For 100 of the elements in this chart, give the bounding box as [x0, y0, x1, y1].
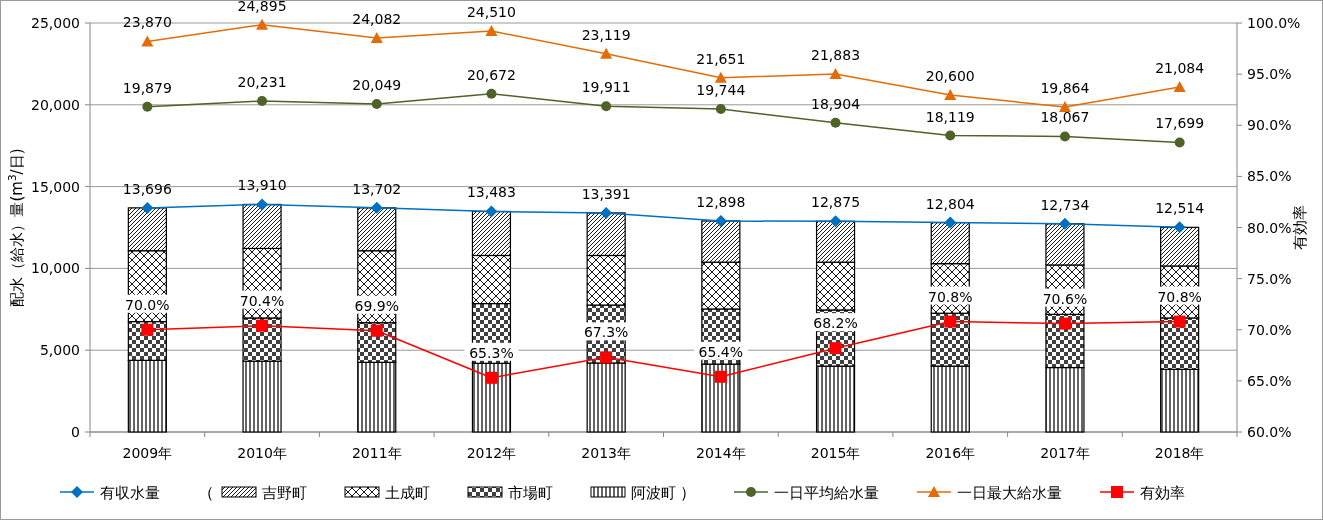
x-tick-label: 2016年 [925, 445, 976, 461]
x-tick-label: 2015年 [810, 445, 861, 461]
point [256, 198, 269, 211]
point [600, 47, 613, 59]
y-tick-label: 25,000 [31, 15, 80, 31]
data-label: 12,898 [696, 193, 746, 210]
y2-axis-title: 有効率 [1291, 205, 1309, 250]
data-label: 19,864 [1040, 80, 1090, 97]
point [830, 117, 841, 128]
point [485, 25, 498, 37]
y2-tick-label: 70.0% [1247, 321, 1292, 338]
data-label: 21,651 [696, 50, 746, 67]
text: ） [680, 483, 696, 502]
y2-tick-label: 100.0% [1247, 15, 1301, 31]
y-tick-label: 5,000 [39, 342, 80, 359]
point [1058, 217, 1071, 230]
y-tick-label: 20,000 [31, 96, 80, 113]
y2-tick-label: 95.0% [1247, 66, 1292, 83]
x-tick-label: 2013年 [581, 445, 631, 461]
data-label: 12,514 [1155, 200, 1205, 217]
data-label: 65.4% [698, 343, 744, 360]
data-label: 20,049 [352, 77, 402, 93]
y-tick-label: 0 [71, 424, 80, 440]
data-label: 67.3% [583, 324, 629, 341]
point [141, 323, 154, 336]
data-label: 23,870 [122, 14, 172, 31]
y2-tick-label: 85.0% [1247, 168, 1292, 185]
x-tick-label: 2011年 [351, 445, 402, 461]
point [600, 206, 613, 219]
point [829, 215, 842, 228]
point [829, 342, 842, 355]
data-label: 24,895 [237, 0, 287, 14]
text: （ [198, 483, 214, 502]
data-label: 70.6% [1042, 290, 1088, 307]
point [1174, 137, 1185, 148]
data-label: 20,231 [237, 74, 287, 91]
point [1059, 131, 1070, 142]
y2-tick-label: 80.0% [1247, 219, 1292, 236]
point [601, 101, 612, 112]
data-label: 18,904 [811, 95, 861, 112]
legend-label: 吉野町 [262, 484, 307, 502]
point [141, 201, 154, 214]
point [1173, 221, 1186, 234]
data-label: 24,082 [352, 11, 402, 28]
y2-tick-label: 90.0% [1247, 117, 1292, 134]
data-label: 70.4% [239, 292, 285, 309]
x-tick-label: 2009年 [122, 445, 173, 461]
legend-label: 市場町 [508, 484, 553, 502]
point [944, 216, 957, 229]
data-label: 13,696 [122, 180, 172, 197]
data-label: 19,879 [122, 79, 172, 96]
x-tick-label: 2014年 [696, 445, 746, 461]
point [485, 371, 498, 384]
legend-label: 有収水量 [100, 484, 160, 502]
data-label: 13,483 [466, 184, 516, 201]
data-label: 24,510 [466, 4, 516, 21]
legend-label: 有効率 [1140, 484, 1185, 502]
y-tick-label: 10,000 [31, 260, 80, 277]
point [944, 88, 957, 100]
data-label: 12,875 [811, 194, 861, 211]
data-label: 13,910 [237, 177, 287, 194]
point [1173, 81, 1186, 93]
y-tick-label: 15,000 [31, 178, 80, 195]
point [257, 96, 268, 107]
data-label: 65.3% [469, 344, 514, 361]
data-label: 18,067 [1040, 109, 1090, 126]
x-tick-label: 2012年 [466, 445, 517, 461]
legend-label: 一日最大給水量 [957, 484, 1062, 502]
point [142, 101, 153, 112]
point [714, 370, 727, 383]
data-label: 19,744 [696, 81, 746, 98]
x-tick-label: 2017年 [1040, 445, 1090, 461]
point [945, 130, 956, 141]
data-label: 20,672 [466, 66, 516, 83]
data-label: 13,391 [581, 185, 631, 202]
data-label: 12,734 [1040, 196, 1090, 213]
data-label: 21,084 [1155, 60, 1205, 77]
x-tick-label: 2010年 [237, 445, 287, 461]
data-label: 18,119 [925, 108, 975, 125]
point [370, 324, 383, 337]
data-label: 21,883 [811, 46, 861, 63]
legend-label: 一日平均給水量 [774, 484, 879, 502]
point [714, 71, 727, 83]
data-label: 23,119 [581, 26, 631, 43]
y2-tick-label: 65.0% [1247, 372, 1292, 389]
point [141, 35, 154, 47]
legend-label: 土成町 [385, 484, 430, 502]
data-label: 68.2% [813, 315, 858, 332]
data-label: 70.0% [125, 296, 170, 313]
point [486, 88, 497, 99]
point [944, 315, 957, 328]
y2-tick-label: 60.0% [1247, 424, 1292, 440]
point [370, 32, 383, 44]
data-label: 19,911 [581, 79, 631, 96]
data-label: 13,702 [352, 180, 402, 197]
y2-tick-label: 75.0% [1247, 270, 1292, 287]
data-label: 20,600 [925, 67, 975, 84]
point [1173, 315, 1186, 328]
data-label: 70.8% [1157, 288, 1202, 305]
point [256, 18, 269, 30]
